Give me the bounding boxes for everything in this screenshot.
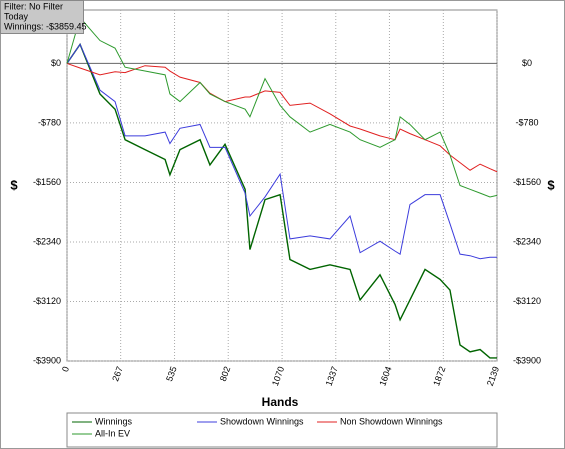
y-tick-label: -$2340: [33, 236, 61, 246]
legend-label: All-In EV: [95, 428, 130, 438]
y2-tick-label: -$1560: [513, 177, 541, 187]
x-axis-label: Hands: [262, 395, 299, 409]
legend-label: Showdown Winnings: [220, 416, 304, 426]
y2-tick-label: $0: [522, 58, 532, 68]
legend-label: Winnings: [95, 416, 133, 426]
x-tick-label: 0: [60, 365, 71, 373]
y-tick-label: -$1560: [33, 177, 61, 187]
x-tick-label: 802: [218, 365, 233, 383]
info-period: Today: [4, 11, 29, 21]
legend: [66, 412, 498, 448]
legend-label: Non Showdown Winnings: [340, 416, 443, 426]
y-tick-label: $0: [51, 58, 61, 68]
info-box: [0, 0, 84, 34]
y2-tick-label: -$780: [515, 117, 538, 127]
y2-axis-label: $: [547, 177, 555, 192]
y-tick-label: -$3120: [33, 296, 61, 306]
x-tick-label: 535: [164, 365, 179, 383]
series-line: [66, 42, 498, 359]
y-tick-label: -$780: [38, 117, 61, 127]
info-winnings: Winnings: -$3859.45: [4, 21, 87, 31]
series-line: [66, 43, 497, 260]
y2-tick-label: -$2340: [513, 236, 541, 246]
y2-tick-label: -$3900: [513, 355, 541, 365]
x-tick-label: 267: [110, 365, 125, 383]
y-axis-label: $: [10, 177, 18, 192]
y2-tick-label: -$3120: [513, 296, 541, 306]
y-tick-label: -$3900: [33, 355, 61, 365]
series-line: [66, 16, 498, 198]
series-line: [66, 62, 498, 173]
info-filter: Filter: No Filter: [4, 1, 63, 11]
